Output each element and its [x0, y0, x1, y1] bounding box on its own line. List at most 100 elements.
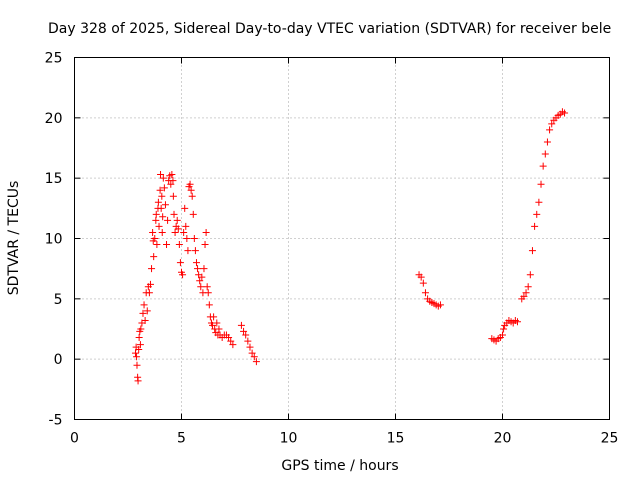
data-point: [190, 235, 198, 242]
data-point: [169, 177, 177, 185]
data-point: [134, 377, 142, 385]
data-point: [524, 283, 532, 291]
data-point: [210, 313, 218, 321]
data-point: [145, 289, 153, 297]
data-point: [205, 301, 213, 309]
data-point: [176, 259, 184, 267]
data-point: [186, 180, 194, 188]
data-point: [179, 271, 187, 279]
data-point: [204, 289, 212, 297]
data-point: [140, 301, 148, 309]
y-tick-label: 10: [45, 232, 63, 248]
data-point: [133, 353, 141, 361]
data-point: [189, 210, 197, 218]
x-tick-label: 25: [601, 431, 619, 447]
data-point: [158, 192, 166, 200]
data-point: [139, 309, 147, 317]
data-point: [535, 198, 543, 206]
chart-title: Day 328 of 2025, Sidereal Day-to-day VTE…: [48, 21, 611, 37]
y-tick-label: 25: [45, 51, 63, 67]
data-point: [513, 318, 521, 326]
data-point: [133, 361, 141, 369]
data-point: [182, 222, 190, 230]
data-point: [168, 171, 176, 179]
data-point: [246, 343, 254, 351]
data-point: [215, 325, 223, 333]
data-point: [250, 353, 258, 361]
data-point: [539, 162, 547, 170]
axis-ticks: 0 5 10 15 20 25 -5 0 5 10 15 20 25: [45, 51, 619, 447]
data-point: [499, 331, 506, 339]
data-point: [154, 198, 162, 206]
data-point: [194, 265, 202, 273]
data-point: [240, 327, 248, 335]
data-point: [209, 321, 217, 329]
data-point: [174, 225, 182, 233]
data-point: [183, 235, 191, 242]
data-point: [157, 171, 165, 179]
data-point: [158, 228, 166, 236]
data-point: [184, 247, 192, 255]
data-point: [175, 241, 183, 249]
data-point: [541, 150, 549, 158]
data-point: [153, 241, 161, 249]
data-point: [198, 273, 206, 281]
data-point: [146, 280, 154, 288]
data-point: [188, 192, 196, 200]
data-point: [201, 241, 209, 249]
data-point: [526, 271, 534, 279]
data-point: [159, 213, 167, 221]
data-point: [135, 346, 143, 354]
data-point: [537, 180, 545, 188]
data-point: [173, 216, 181, 224]
data-point: [149, 228, 157, 236]
data-point: [543, 138, 551, 146]
data-point: [200, 265, 208, 273]
data-point: [229, 341, 237, 349]
data-point: [546, 126, 554, 134]
data-point: [180, 228, 188, 236]
y-tick-label: 5: [54, 292, 63, 308]
data-point: [237, 321, 245, 329]
data-point: [136, 341, 144, 349]
data-point: [192, 259, 200, 267]
x-tick-label: 15: [387, 431, 405, 447]
y-tick-label: 20: [45, 111, 63, 127]
data-point: [202, 228, 210, 236]
data-point: [421, 289, 429, 297]
data-point: [522, 289, 530, 297]
data-point: [181, 204, 189, 212]
grid-lines: [74, 57, 610, 420]
data-point: [417, 273, 425, 281]
data-point: [150, 253, 158, 261]
data-point: [531, 222, 539, 230]
data-point: [213, 319, 221, 327]
data-point: [143, 307, 151, 315]
data-point: [160, 184, 168, 192]
data-point: [520, 292, 528, 300]
data-point: [161, 201, 169, 209]
data-point: [151, 235, 159, 242]
data-point: [196, 277, 204, 285]
x-tick-label: 5: [177, 431, 186, 447]
data-points: [131, 108, 569, 385]
y-tick-label: -5: [49, 413, 63, 429]
y-tick-label: 0: [54, 352, 63, 368]
data-point: [528, 247, 536, 255]
data-point: [197, 283, 205, 291]
x-tick-label: 0: [70, 431, 79, 447]
data-point: [170, 210, 178, 218]
x-axis-label: GPS time / hours: [281, 458, 398, 474]
data-point: [163, 241, 171, 249]
data-point: [141, 317, 149, 325]
data-point: [500, 325, 508, 333]
y-axis-label: SDTVAR / TECUs: [6, 181, 22, 296]
data-point: [155, 222, 163, 230]
x-tick-label: 20: [494, 431, 512, 447]
data-point: [152, 210, 160, 218]
data-point: [187, 186, 195, 194]
data-point: [137, 325, 145, 333]
data-point: [131, 349, 139, 357]
y-tick-label: 15: [45, 171, 63, 187]
